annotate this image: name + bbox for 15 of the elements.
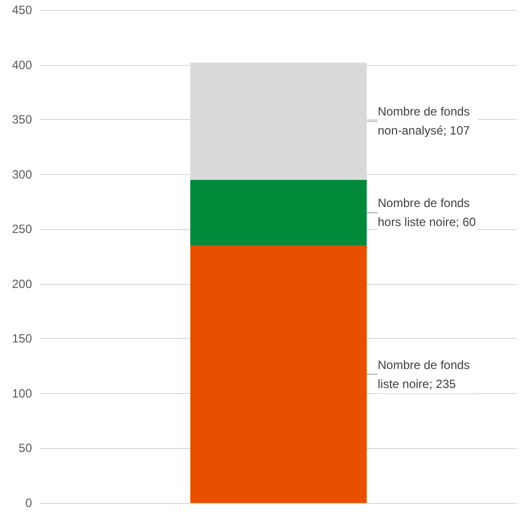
y-tick-label: 200 bbox=[12, 276, 32, 291]
y-tick-label: 350 bbox=[12, 112, 32, 127]
y-tick-label: 0 bbox=[25, 496, 32, 510]
y-tick-label: 300 bbox=[12, 167, 32, 182]
data-label: Nombre de fonds hors liste noire; 60 bbox=[378, 196, 476, 230]
data-label: Nombre de fonds non-analysé; 107 bbox=[378, 104, 474, 138]
bar bbox=[190, 180, 367, 246]
y-tick-label: 50 bbox=[18, 441, 32, 456]
y-tick-label: 400 bbox=[12, 58, 32, 72]
y-tick-label: 100 bbox=[12, 386, 32, 400]
bar bbox=[190, 246, 367, 503]
y-tick-label: 150 bbox=[12, 332, 32, 346]
data-label: Nombre de fonds liste noire; 235 bbox=[378, 358, 474, 391]
y-tick-label: 250 bbox=[12, 222, 32, 236]
y-tick-label: 450 bbox=[12, 3, 32, 17]
